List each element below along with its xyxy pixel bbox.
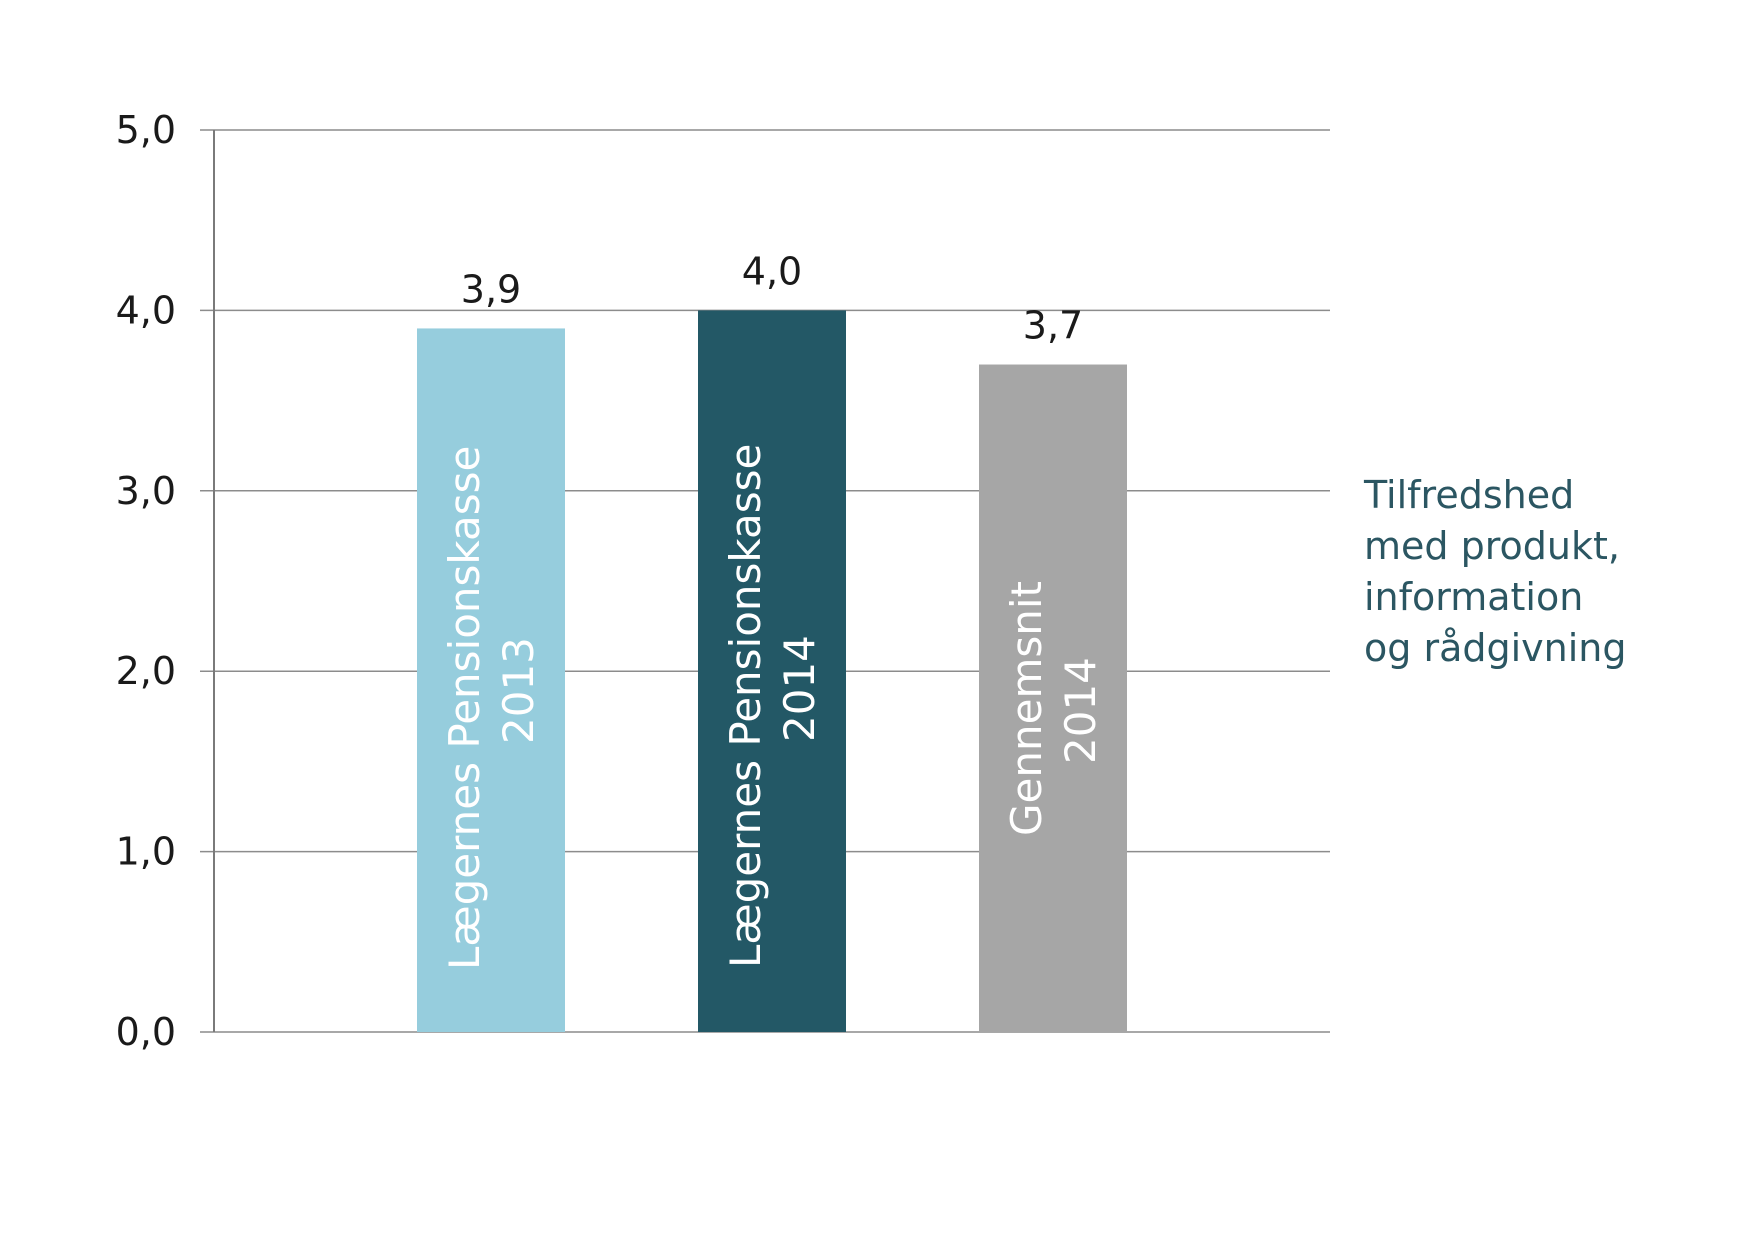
bar-category-label: Lægernes Pensionskasse 2014 (721, 444, 824, 968)
bar-value-label: 4,0 (742, 249, 802, 293)
annotation-line-2: med produkt, (1364, 524, 1620, 568)
bar (979, 364, 1127, 1032)
bar-group: 3,9 Lægernes Pensionskasse 2013 (417, 267, 565, 1032)
bar-category-line: Lægernes Pensionskasse (721, 444, 770, 968)
y-tick-label: 0,0 (116, 1010, 176, 1054)
y-tick-label: 4,0 (116, 288, 176, 332)
bar (417, 328, 565, 1032)
y-tick-label: 3,0 (116, 469, 176, 513)
bar-category-label: Lægernes Pensionskasse 2013 (440, 446, 543, 970)
annotation-line-4: og rådgivning (1364, 626, 1627, 670)
bar-category-label: Gennemsnit 2014 (1002, 581, 1105, 836)
bar-value-label: 3,9 (461, 267, 521, 311)
bar-category-year: 2014 (775, 635, 824, 742)
bar-group: 4,0 Lægernes Pensionskasse 2014 (698, 249, 846, 1032)
bar-category-line: Gennemsnit (1002, 581, 1051, 836)
bar-category-line: Lægernes Pensionskasse (440, 446, 489, 970)
annotation-line-1: Tilfredshed (1364, 473, 1575, 517)
bar-group: 3,7 Gennemsnit 2014 (979, 304, 1127, 1032)
bar (698, 310, 846, 1032)
bar-value-label: 3,7 (1023, 304, 1083, 348)
y-tick-label: 5,0 (116, 108, 176, 152)
bar-category-year: 2013 (494, 637, 543, 744)
y-axis-ticks: 0,0 1,0 2,0 3,0 4,0 5,0 (116, 108, 176, 1054)
chart-annotation: Tilfredshed med produkt, information og … (1364, 470, 1734, 674)
bar-category-year: 2014 (1056, 657, 1105, 764)
y-tick-label: 2,0 (116, 649, 176, 693)
y-tick-label: 1,0 (116, 830, 176, 874)
annotation-line-3: information (1364, 575, 1584, 619)
